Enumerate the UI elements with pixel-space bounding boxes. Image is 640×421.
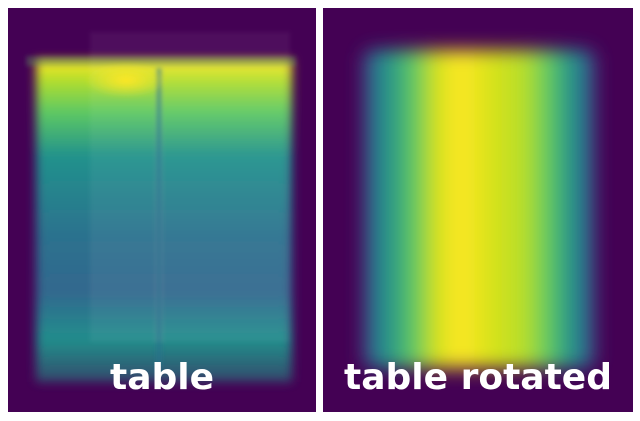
panel-label-table: table [109,357,215,398]
heatmap-panel-table: table [8,8,316,412]
heatmap-table-rotated [323,8,633,412]
panel-label-table-rotated: table rotated [344,357,612,398]
heatmap-panel-table-rotated: table rotated [323,8,633,412]
heatmap-table [8,8,316,412]
